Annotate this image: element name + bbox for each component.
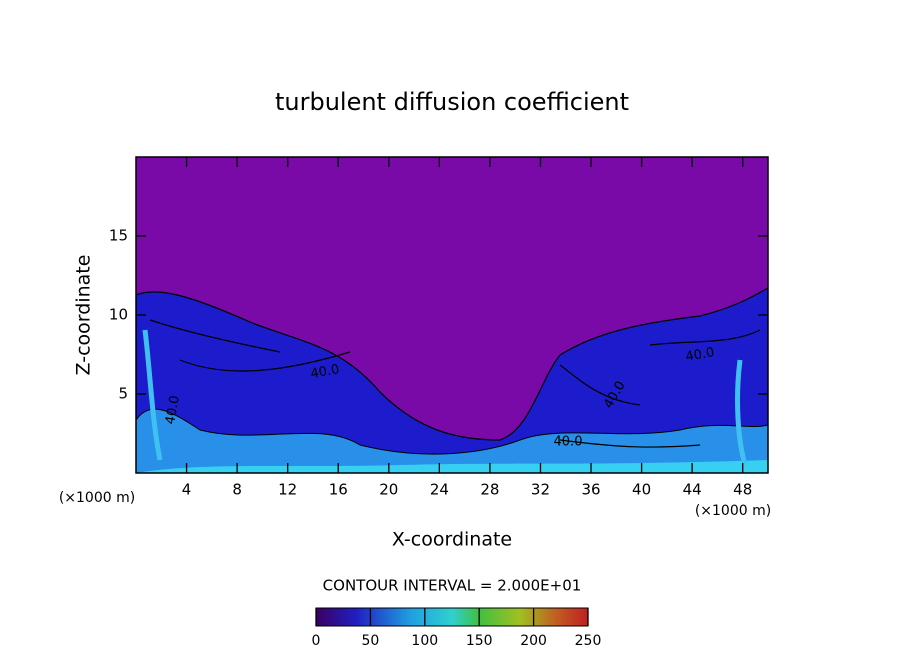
x-tick-label: 32: [531, 481, 550, 499]
y-tick-label: 15: [109, 227, 128, 245]
turbulent-region: [142, 329, 748, 466]
turbulent-region: [136, 460, 768, 473]
contour-label: 40.0: [684, 345, 715, 365]
colorbar-tick-label: 200: [520, 633, 547, 649]
colorbar-tick-label: 100: [411, 633, 438, 649]
x-tick-label: 4: [182, 481, 192, 499]
x-tick-label: 28: [480, 481, 499, 499]
x-tick-label: 16: [329, 481, 348, 499]
x-tick-label: 24: [430, 481, 449, 499]
y-tick-label: 5: [118, 385, 128, 403]
contour-line: [149, 319, 761, 448]
x-tick-label: 12: [278, 481, 297, 499]
colorbar-tick-label: 250: [575, 633, 602, 649]
chart-title: turbulent diffusion coefficient: [275, 88, 629, 116]
y-axis-label: Z-coordinate: [73, 255, 95, 376]
turbulent-region: [136, 287, 768, 473]
x-tick-label: 8: [232, 481, 242, 499]
x-unit: (×1000 m): [59, 490, 135, 506]
colorbar: [315, 607, 589, 627]
colorbar-tick-label: 50: [361, 633, 379, 649]
contour-interval: CONTOUR INTERVAL = 2.000E+01: [323, 577, 582, 595]
x-tick-label: 36: [581, 481, 600, 499]
x-tick-label: 44: [683, 481, 702, 499]
x-tick-label: 20: [379, 481, 398, 499]
turbulent-region: [136, 408, 768, 473]
colorbar-tick-label: 150: [466, 633, 493, 649]
contour-label: 40.0: [554, 435, 583, 450]
x-tick-label: 48: [733, 481, 752, 499]
x-unit: (×1000 m): [695, 503, 771, 519]
y-tick-label: 10: [109, 306, 128, 324]
contour-label: 40.0: [309, 362, 340, 382]
colorbar-tick-label: 0: [312, 633, 321, 649]
x-tick-label: 40: [632, 481, 651, 499]
contour-label: 40.0: [163, 394, 183, 425]
contour-field: [136, 157, 768, 473]
x-axis-label: X-coordinate: [392, 529, 512, 551]
